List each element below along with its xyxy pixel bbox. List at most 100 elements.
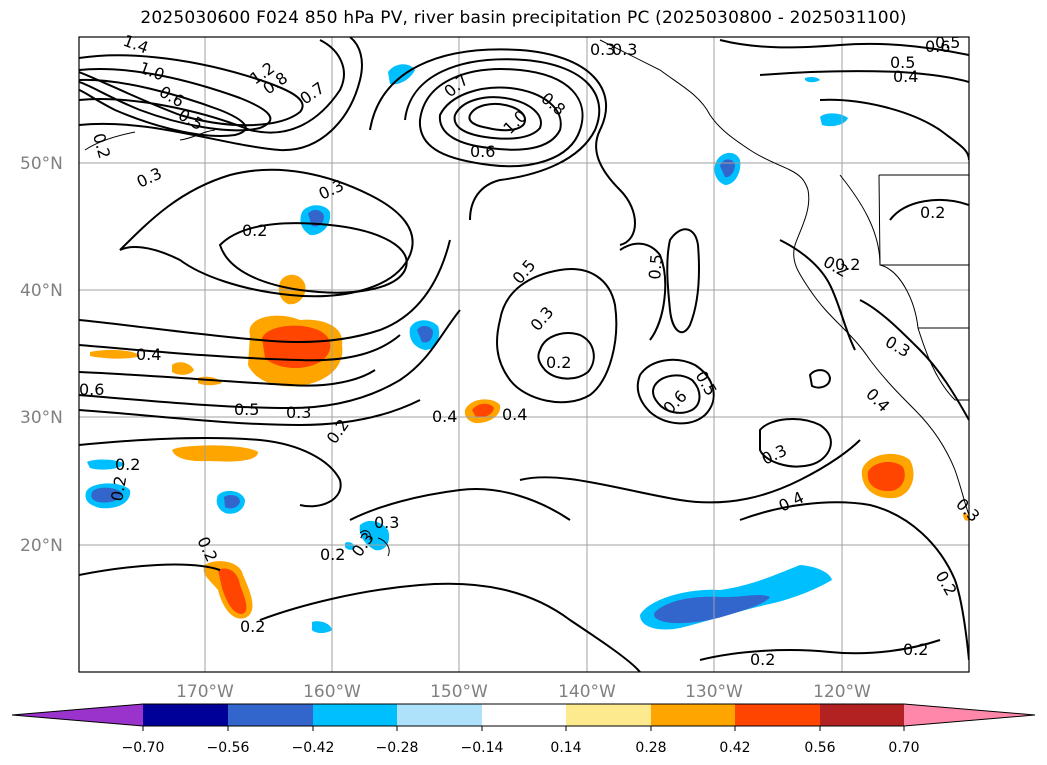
contour-line xyxy=(759,418,832,468)
contour-label: 0.2 xyxy=(750,650,775,669)
contour-label: 0.2 xyxy=(242,221,267,240)
colorbar-tick-labels: −0.70 −0.56 −0.42 −0.28 −0.14 0.14 0.28 … xyxy=(122,740,920,756)
colorbar-extend-low xyxy=(12,704,143,726)
colorbar-segment xyxy=(397,704,482,726)
contour-label: 0.4 xyxy=(502,405,527,424)
contour-label: 0.2 xyxy=(240,617,265,636)
contour-line xyxy=(889,199,969,221)
lat-label: 40°N xyxy=(20,281,63,301)
contour-line xyxy=(719,39,969,56)
precip-positive-patches xyxy=(90,274,969,619)
colorbar-segment xyxy=(482,704,566,726)
state-border-2 xyxy=(879,264,969,329)
chart-title: 2025030600 F024 850 hPa PV, river basin … xyxy=(140,8,907,28)
precip-shading xyxy=(85,64,969,633)
contour-label: 0.3 xyxy=(286,403,311,422)
contour-label: 0.6 xyxy=(79,380,104,399)
contour-label: 0.3 xyxy=(374,513,399,532)
lon-label: 160°W xyxy=(303,682,361,702)
contour-line xyxy=(819,98,969,161)
contour-label: 0.3 xyxy=(612,40,637,59)
colorbar-tick-label: 0.42 xyxy=(719,740,750,756)
lon-label: 150°W xyxy=(430,682,488,702)
contour-label: 0.2 xyxy=(920,203,945,222)
longitude-labels: 170°W 160°W 150°W 140°W 130°W 120°W xyxy=(176,682,871,702)
contour-line xyxy=(666,228,701,334)
colorbar-tick-label: 0.14 xyxy=(550,740,581,756)
contour-line xyxy=(519,439,861,504)
contour-line xyxy=(859,299,969,421)
colorbar-tick-label: −0.70 xyxy=(122,740,165,756)
us-mexico-border xyxy=(917,327,969,401)
colorbar-segment xyxy=(143,704,228,726)
contour-label: 0.4 xyxy=(893,67,918,86)
coastlines xyxy=(84,39,969,557)
north-america-coast xyxy=(599,39,969,516)
contour-label: 0.4 xyxy=(136,345,161,364)
colorbar-segment xyxy=(735,704,820,726)
lon-label: 120°W xyxy=(813,682,871,702)
contour-line xyxy=(808,369,832,389)
lat-label: 30°N xyxy=(20,408,63,428)
contour-line xyxy=(79,334,401,362)
contour-line xyxy=(79,239,451,343)
contour-line xyxy=(79,37,363,152)
contour-label: 0.5 xyxy=(890,53,915,72)
colorbar-segment xyxy=(228,704,313,726)
colorbar-segment xyxy=(313,704,397,726)
contour-label: 0.2 xyxy=(835,255,860,274)
colorbar-tick-label: 0.70 xyxy=(888,740,919,756)
colorbar: −0.70 −0.56 −0.42 −0.28 −0.14 0.14 0.28 … xyxy=(11,703,1036,756)
contour-line xyxy=(119,168,414,298)
contour-line xyxy=(349,488,571,521)
colorbar-extend-high xyxy=(904,704,1035,726)
contour-line xyxy=(79,39,345,134)
lat-label: 50°N xyxy=(20,154,63,174)
lon-label: 140°W xyxy=(558,682,616,702)
contour-line xyxy=(619,242,667,341)
contour-line xyxy=(418,68,584,168)
contour-label: 0.2 xyxy=(903,640,928,659)
contour-label: 0.5 xyxy=(935,33,960,52)
colorbar-segment xyxy=(820,704,904,726)
contour-line xyxy=(79,369,376,387)
state-border-3 xyxy=(839,174,881,266)
colorbar-tick-label: −0.42 xyxy=(292,740,335,756)
colorbar-tick-label: −0.56 xyxy=(207,740,250,756)
contour-line xyxy=(739,501,969,661)
contour-line xyxy=(779,239,856,351)
colorbar-tick-label: 0.28 xyxy=(635,740,666,756)
lon-label: 130°W xyxy=(685,682,743,702)
contour-line xyxy=(496,268,618,404)
contour-label: 0.5 xyxy=(645,253,666,280)
colorbar-segment xyxy=(566,704,651,726)
colorbar-ticks xyxy=(142,726,905,731)
colorbar-tick-label: −0.14 xyxy=(461,740,504,756)
contour-line xyxy=(759,70,969,83)
contour-label: 0.6 xyxy=(925,37,950,56)
contour-line xyxy=(699,639,941,661)
contour-line xyxy=(537,332,595,380)
contour-line xyxy=(652,374,701,414)
contour-line xyxy=(404,58,601,221)
colorbar-segment xyxy=(651,704,735,726)
contour-label: 0.3 xyxy=(590,40,615,59)
contour-line xyxy=(79,78,247,137)
contour-line xyxy=(218,222,408,294)
contour-label: 0.2 xyxy=(546,353,571,372)
contour-line xyxy=(259,582,641,672)
pv-contours xyxy=(79,37,969,672)
hawaii-islands xyxy=(359,530,390,557)
colorbar-tick-label: 0.56 xyxy=(804,740,835,756)
lat-label: 20°N xyxy=(20,536,63,556)
contour-label: 0.2 xyxy=(115,455,140,474)
contour-label: 0.2 xyxy=(107,474,130,502)
contour-label: 0.5 xyxy=(234,400,259,419)
colorbar-tick-label: −0.28 xyxy=(376,740,419,756)
contour-label: 0.2 xyxy=(320,545,345,564)
contour-line xyxy=(79,68,272,132)
contour-line xyxy=(468,102,526,132)
contour-line xyxy=(453,96,542,140)
lon-label: 170°W xyxy=(176,682,234,702)
